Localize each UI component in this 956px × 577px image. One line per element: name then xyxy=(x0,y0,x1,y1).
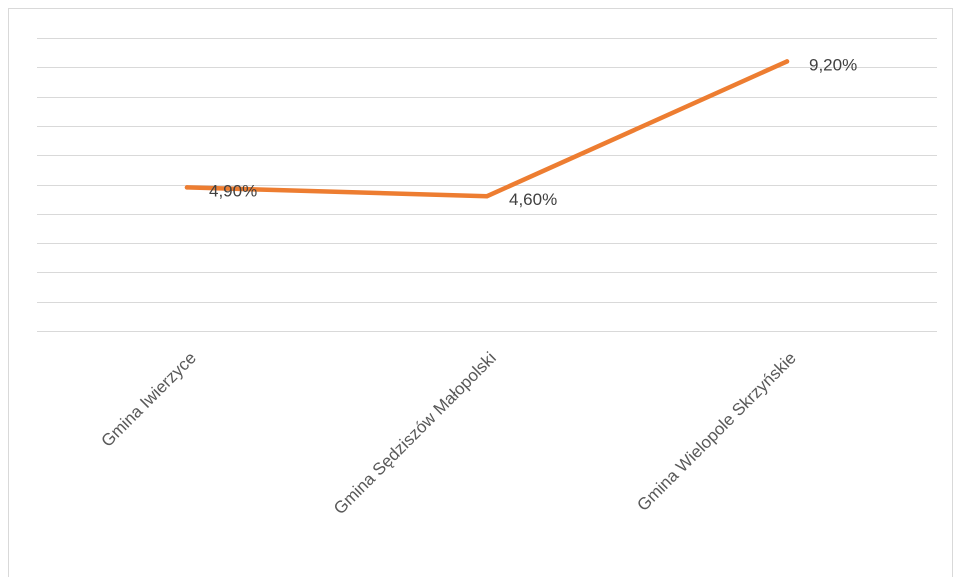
data-point xyxy=(784,59,790,64)
x-tick-labels: Gmina Iwierzyce Gmina Sędziszów Małopolsk… xyxy=(98,348,800,518)
x-tick-label: Gmina Iwierzyce xyxy=(98,348,200,450)
data-labels: 4,90% 4,60% 9,20% xyxy=(209,55,857,209)
series-line xyxy=(184,59,790,199)
x-tick-label: Gmina Wielopole Skrzyńskie xyxy=(633,348,799,514)
x-tick-label: Gmina Sędziszów Małopolski xyxy=(330,348,500,518)
data-label: 9,20% xyxy=(809,55,857,74)
series-group xyxy=(184,59,790,199)
chart-frame xyxy=(8,8,953,577)
data-point xyxy=(484,194,490,199)
data-point xyxy=(184,185,190,190)
data-label: 4,60% xyxy=(509,190,557,209)
data-label: 4,90% xyxy=(209,181,257,200)
gridlines xyxy=(37,38,937,332)
